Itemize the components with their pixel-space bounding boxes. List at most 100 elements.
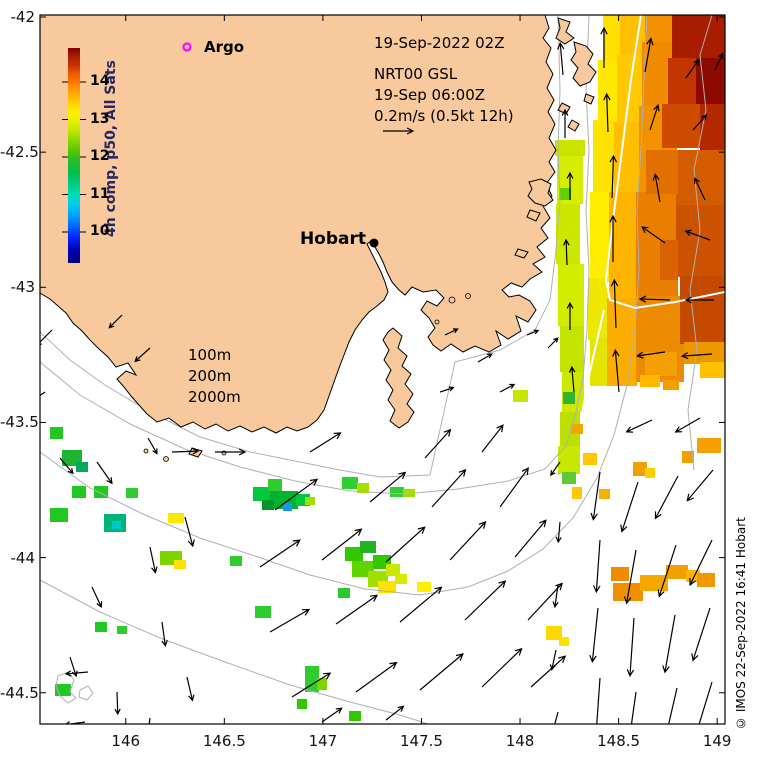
current-vector — [477, 353, 493, 363]
x-tick-label-147.5: 147.5 — [399, 732, 443, 750]
current-vector — [91, 586, 103, 609]
current-vector — [566, 171, 574, 200]
sst-cell — [50, 508, 68, 522]
marker-layer — [182, 42, 415, 248]
sst-cell — [305, 666, 319, 692]
land-polygon — [570, 41, 597, 87]
sst-cell — [645, 468, 655, 478]
sst-cell — [230, 556, 242, 566]
sst-cell — [395, 574, 407, 584]
current-vector — [609, 154, 618, 199]
bathymetry-contour — [40, 15, 648, 596]
current-vector — [630, 691, 637, 724]
sst-cell — [645, 352, 677, 376]
sst-cell — [168, 513, 184, 523]
sst-cell — [558, 446, 580, 474]
bathymetry-contour — [40, 579, 429, 724]
sst-cell — [697, 573, 715, 587]
current-vector — [554, 711, 559, 724]
sst-cell — [666, 565, 688, 579]
scale-arrow-icon — [383, 127, 415, 135]
current-vector — [385, 526, 426, 563]
x-tick-label-148: 148 — [505, 732, 535, 750]
current-vector — [694, 177, 706, 201]
islet — [448, 296, 456, 304]
land-polygon — [555, 17, 575, 45]
current-vector — [64, 670, 89, 677]
sst-cell — [345, 547, 363, 561]
sst-cell — [662, 104, 702, 148]
sst-cell — [680, 276, 725, 344]
current-vector — [274, 478, 319, 511]
current-vector — [714, 52, 724, 71]
sst-cell — [695, 58, 725, 106]
current-vector — [215, 448, 247, 456]
colorbar-tick-label-13: 13 — [90, 110, 110, 127]
sst-cell — [386, 564, 400, 576]
datetime-label: 19-Sep-2022 02Z — [374, 34, 505, 52]
current-vector — [644, 37, 654, 73]
depth-label-100m: 100m — [188, 346, 232, 364]
colorbar-tick-label-12: 12 — [90, 148, 110, 164]
sst-cell — [700, 362, 725, 378]
current-vector — [114, 691, 121, 716]
current-vector — [369, 471, 407, 503]
current-vector — [590, 471, 601, 521]
current-vector — [550, 461, 561, 477]
bathymetry-contour — [78, 685, 94, 701]
current-vector — [640, 226, 666, 244]
sst-cell — [684, 342, 725, 364]
current-vector — [662, 614, 676, 674]
x-tick-label-149: 149 — [702, 732, 732, 750]
copyright-label: © IMOS 22-Sep-2022 16:41 Hobart — [734, 517, 748, 730]
y-tick-label--44.5: -44.5 — [0, 683, 39, 702]
sst-cell — [117, 626, 127, 634]
current-vector — [562, 238, 570, 266]
x-tick-label-147: 147 — [308, 732, 338, 750]
current-vector — [652, 173, 661, 203]
sst-cell — [562, 472, 576, 484]
current-vector — [638, 295, 671, 303]
sst-cell — [700, 104, 725, 152]
sst-cell — [640, 375, 660, 387]
current-vector — [96, 461, 113, 485]
sst-cell — [555, 140, 585, 156]
current-vector — [59, 457, 74, 475]
depth-label-200m: 200m — [188, 367, 232, 385]
bathymetry-contour — [581, 309, 605, 416]
current-vector — [335, 594, 379, 625]
sst-cell — [663, 380, 679, 390]
current-vector — [399, 586, 443, 623]
argo-marker-icon — [182, 42, 192, 52]
sst-cell — [676, 150, 725, 206]
sst-cell — [593, 120, 615, 195]
islet — [465, 293, 471, 299]
current-vector — [184, 516, 195, 548]
land-polygon — [527, 178, 554, 207]
model-name-label: NRT00 GSL — [374, 65, 458, 83]
sst-cell — [633, 462, 647, 476]
axis-layer — [39, 14, 726, 725]
current-vector — [499, 383, 516, 393]
current-vector — [148, 717, 151, 724]
sst-cell — [588, 278, 608, 340]
sst-cell — [283, 503, 292, 511]
current-vector — [424, 428, 452, 459]
sst-cell — [50, 427, 63, 439]
sst-cell — [590, 192, 610, 282]
sst-cell — [390, 487, 404, 497]
sst-cell — [403, 489, 415, 497]
current-vector — [355, 661, 398, 693]
sst-cell — [360, 541, 376, 553]
sst-cell — [349, 711, 361, 721]
bathymetry-contour — [687, 15, 713, 471]
sst-cell — [676, 205, 725, 277]
scale-label: 0.2m/s (0.5kt 12h) — [374, 107, 514, 125]
current-vector — [65, 721, 86, 724]
sst-cell — [682, 451, 694, 463]
current-vector — [649, 104, 660, 131]
current-vector — [309, 432, 342, 453]
sst-cell — [603, 15, 621, 65]
land-polygon — [557, 102, 571, 115]
